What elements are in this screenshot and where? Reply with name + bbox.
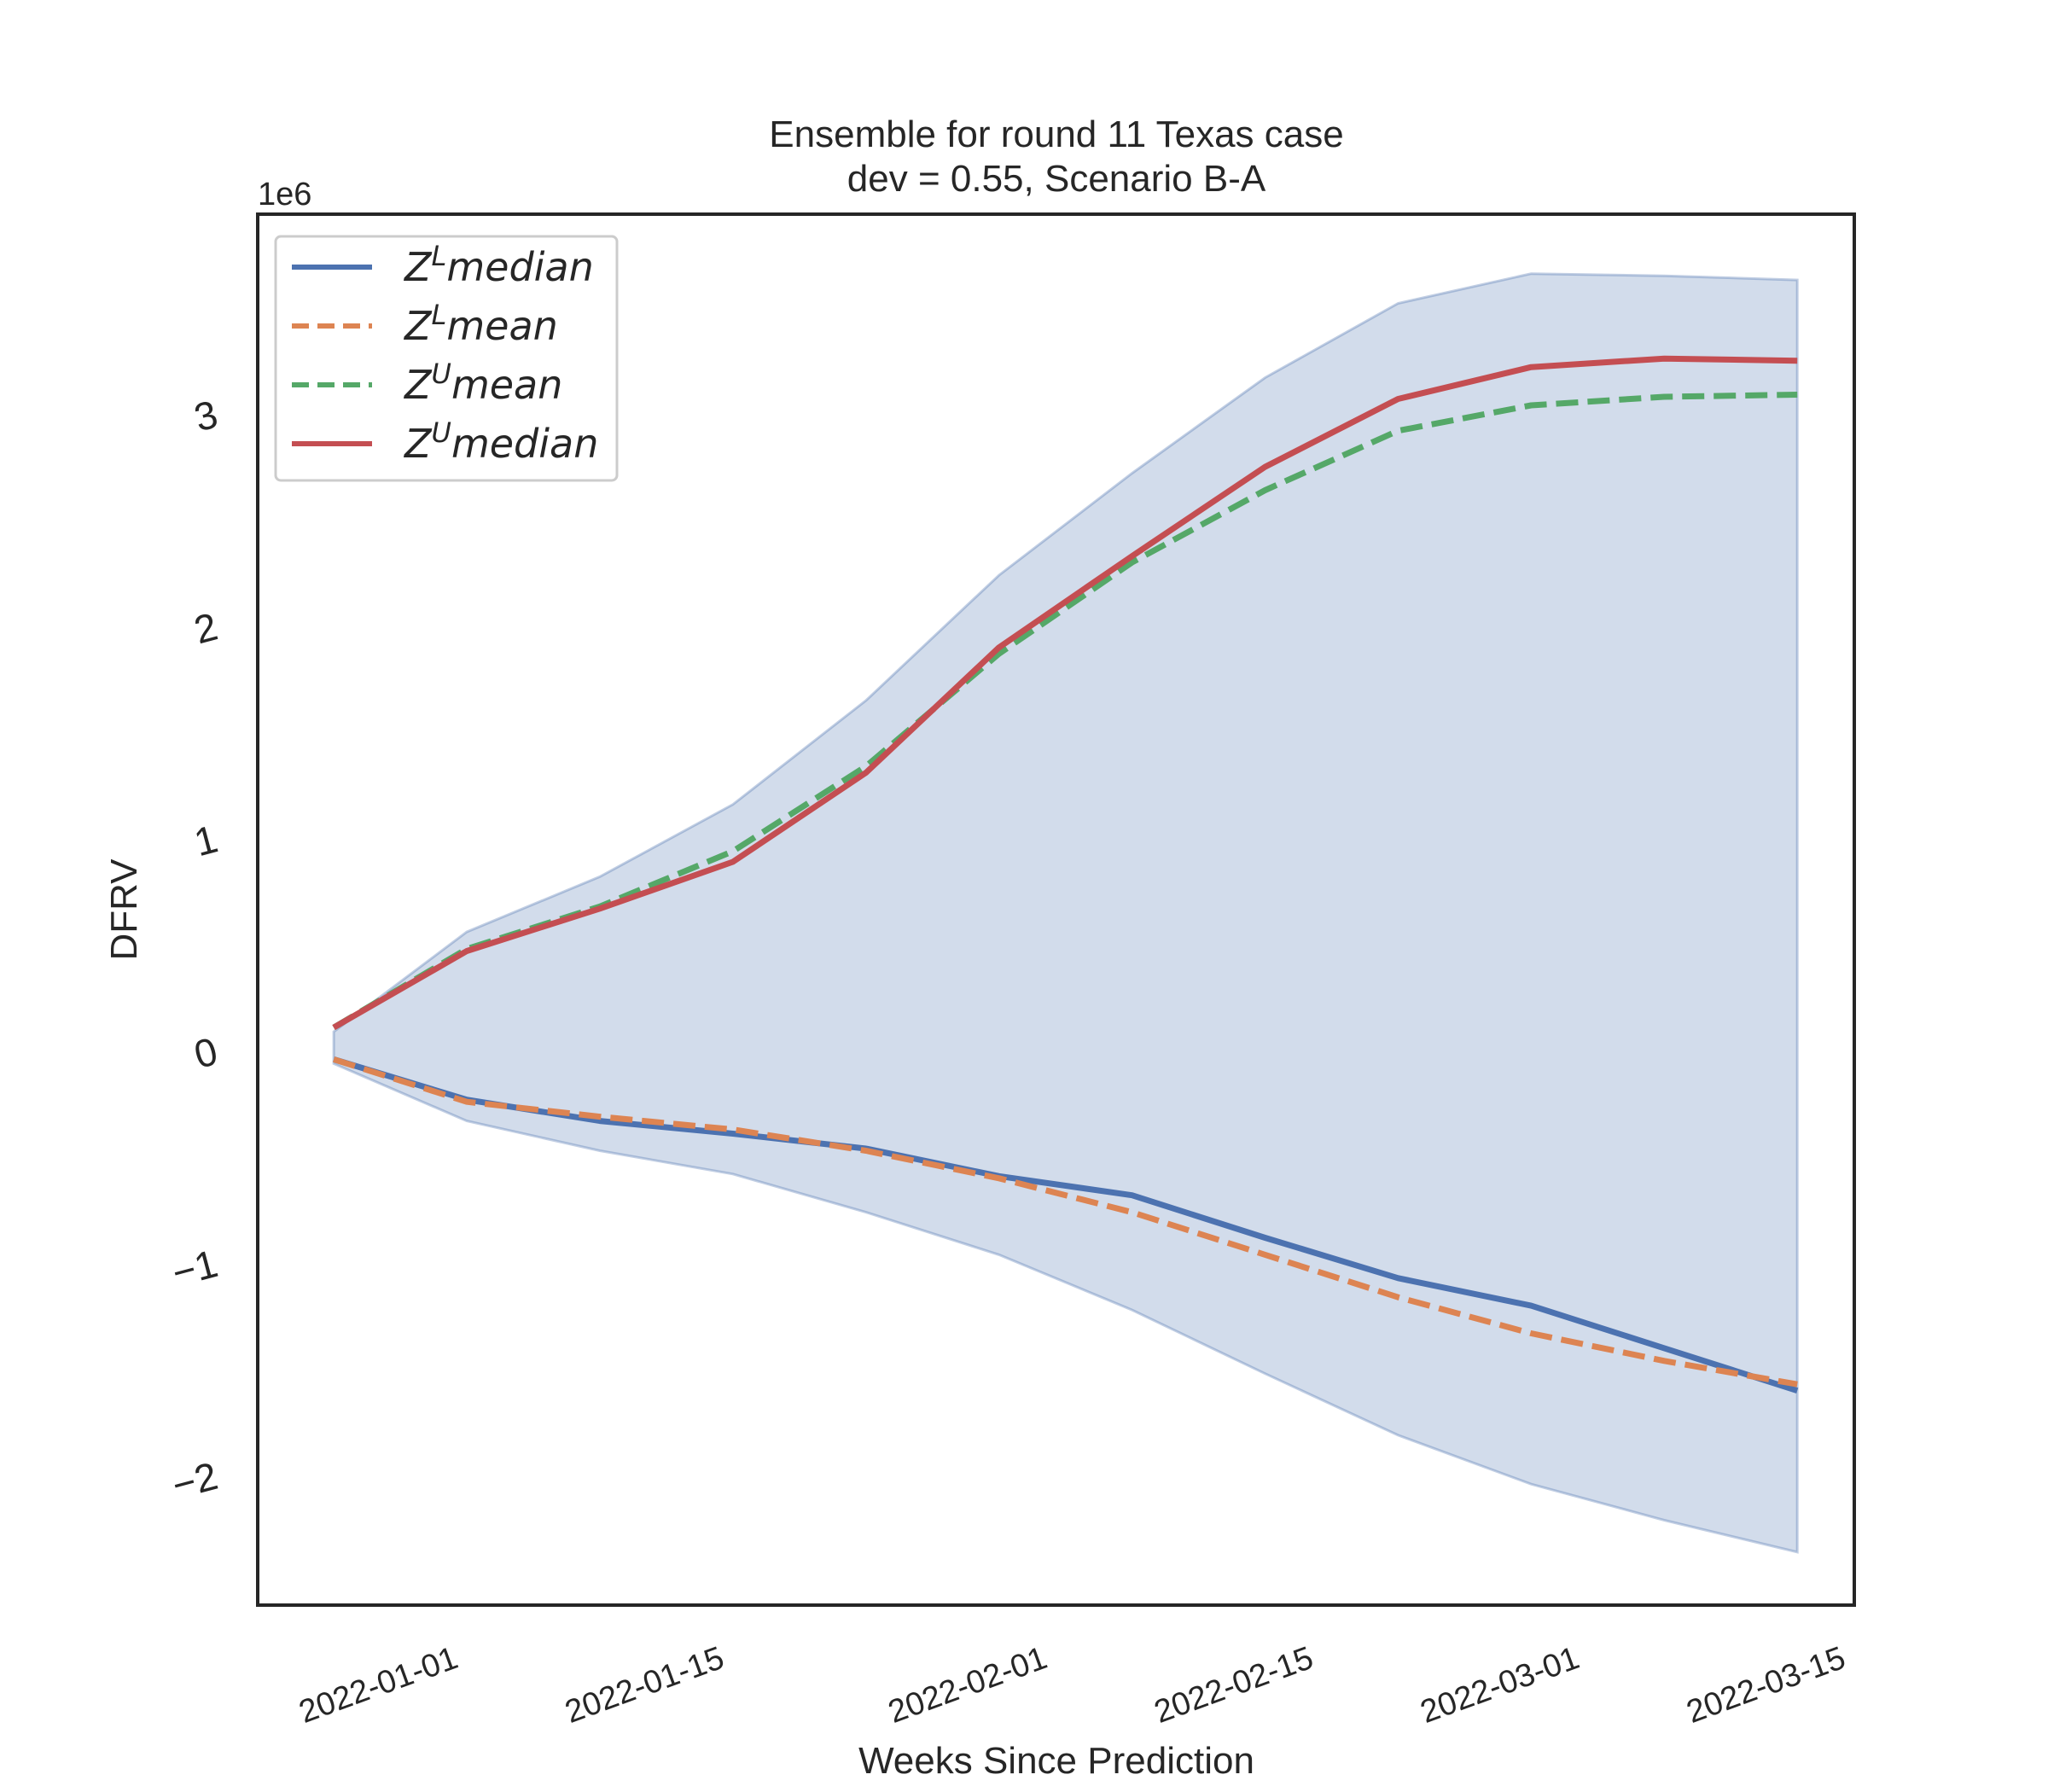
legend: ZLmedian ZLmean ZUmean ZUmedian [274, 235, 619, 482]
uncertainty-band [332, 272, 1799, 1554]
y-offset-label: 1e6 [258, 177, 311, 212]
legend-label-2: ZLmean [403, 299, 558, 349]
legend-label-4: ZUmedian [403, 416, 598, 467]
series-line-1 [333, 1056, 1799, 1394]
y-axis-label: DFRV [103, 858, 145, 961]
plot-area [332, 272, 1799, 1554]
chart-title: Ensemble for round 11 Texas case [769, 113, 1343, 155]
legend-box [274, 235, 619, 482]
series-line-4 [332, 355, 1798, 1031]
legend-label-1: ZLmedian [403, 240, 594, 290]
plot-frame [256, 212, 1856, 1607]
series-line-2 [333, 1056, 1798, 1388]
x-axis-label: Weeks Since Prediction [858, 1740, 1254, 1782]
legend-label-3: ZUmean [403, 358, 562, 408]
chart-subtitle: dev = 0.55, Scenario B-A [847, 158, 1266, 200]
